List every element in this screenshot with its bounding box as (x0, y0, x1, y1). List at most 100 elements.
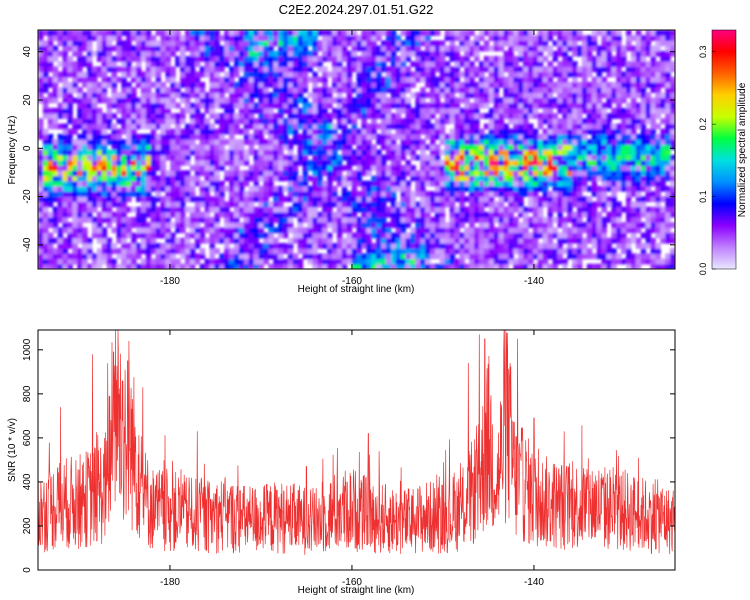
heatmap-cell (611, 180, 617, 187)
heatmap-cell (444, 35, 451, 41)
heatmap-cell (616, 180, 622, 187)
heatmap-cell (175, 165, 181, 171)
heatmap-cell (278, 133, 284, 140)
heatmap-cell (72, 118, 78, 125)
heatmap-cell (165, 113, 171, 119)
heatmap-cell (204, 185, 211, 192)
heatmap-cell (537, 66, 544, 73)
heatmap-cell (155, 102, 162, 109)
heatmap-cell (253, 180, 260, 187)
heatmap-cell (508, 232, 514, 239)
heatmap-cell (562, 61, 568, 67)
heatmap-cell (488, 82, 495, 88)
heatmap-cell (136, 165, 142, 171)
heatmap-cell (121, 217, 127, 223)
heatmap-cell (405, 253, 411, 260)
heatmap-cell (606, 201, 612, 208)
heatmap-cell (586, 237, 593, 244)
heatmap-cell (209, 263, 215, 269)
heatmap-cell (42, 113, 49, 119)
heatmap-cell (469, 232, 475, 239)
heatmap-cell (189, 211, 196, 218)
heatmap-cell (47, 97, 54, 104)
heatmap-cell (307, 201, 313, 208)
heatmap-cell (385, 113, 392, 119)
heatmap-cell (528, 263, 534, 269)
heatmap-cell (332, 97, 338, 104)
heatmap-cell (439, 87, 446, 93)
heatmap-cell (332, 175, 338, 182)
heatmap-cell (204, 35, 211, 41)
heatmap-cell (38, 175, 44, 182)
heatmap-cell (57, 258, 64, 265)
heatmap-cell (356, 180, 362, 187)
heatmap-cell (449, 76, 456, 83)
heatmap-cell (287, 61, 294, 67)
heatmap-cell (601, 222, 607, 228)
heatmap-cell (381, 258, 387, 265)
heatmap-cell (557, 82, 563, 88)
heatmap-cell (87, 154, 93, 161)
heatmap-cell (425, 175, 431, 182)
heatmap-cell (483, 196, 490, 203)
heatmap-cell (577, 133, 583, 140)
heatmap-cell (542, 76, 549, 83)
heatmap-cell (332, 165, 338, 171)
heatmap-cell (469, 118, 475, 125)
heatmap-cell (77, 180, 83, 187)
heatmap-cell (273, 217, 279, 223)
heatmap-cell (234, 196, 240, 203)
heatmap-cell (430, 87, 436, 93)
heatmap-cell (67, 113, 73, 119)
heatmap-cell (248, 56, 255, 62)
heatmap-cell (381, 107, 387, 114)
heatmap-cell (219, 144, 225, 151)
heatmap-cell (488, 175, 495, 182)
heatmap-cell (312, 50, 318, 57)
heatmap-cell (464, 56, 470, 62)
heatmap-cell (410, 253, 416, 260)
heatmap-cell (439, 107, 446, 114)
heatmap-cell (469, 133, 475, 140)
heatmap-cell (101, 227, 108, 234)
heatmap-cell (312, 82, 318, 88)
heatmap-cell (606, 71, 612, 78)
heatmap-cell (557, 61, 563, 67)
heatmap-cell (542, 222, 549, 228)
heatmap-cell (405, 40, 411, 47)
heatmap-cell (327, 154, 333, 161)
heatmap-cell (131, 139, 137, 145)
heatmap-cell (503, 180, 509, 187)
heatmap-cell (52, 30, 59, 36)
heatmap-cell (287, 253, 294, 260)
heatmap-cell (415, 191, 421, 197)
heatmap-cell (62, 66, 68, 73)
heatmap-cell (302, 97, 309, 104)
heatmap-cell (229, 180, 235, 187)
heatmap-cell (601, 243, 607, 249)
heatmap-cell (283, 175, 289, 182)
heatmap-cell (542, 82, 549, 88)
heatmap-cell (57, 248, 64, 254)
heatmap-cell (366, 35, 372, 41)
heatmap-cell (381, 185, 387, 192)
heatmap-cell (214, 258, 220, 265)
heatmap-cell (42, 211, 49, 218)
heatmap-cell (57, 232, 64, 239)
heatmap-cell (258, 253, 264, 260)
heatmap-cell (346, 201, 353, 208)
heatmap-cell (434, 45, 441, 52)
heatmap-cell (268, 154, 274, 161)
heatmap-cell (346, 82, 353, 88)
heatmap-cell (385, 123, 392, 130)
heatmap-cell (42, 243, 49, 249)
heatmap-cell (434, 227, 441, 234)
heatmap-cell (434, 133, 441, 140)
heatmap-cell (356, 232, 362, 239)
heatmap-cell (493, 258, 500, 265)
heatmap-cell (111, 243, 117, 249)
heatmap-cell (204, 97, 211, 104)
heatmap-cell (508, 248, 514, 254)
heatmap-cell (596, 211, 603, 218)
heatmap-cell (532, 40, 539, 47)
